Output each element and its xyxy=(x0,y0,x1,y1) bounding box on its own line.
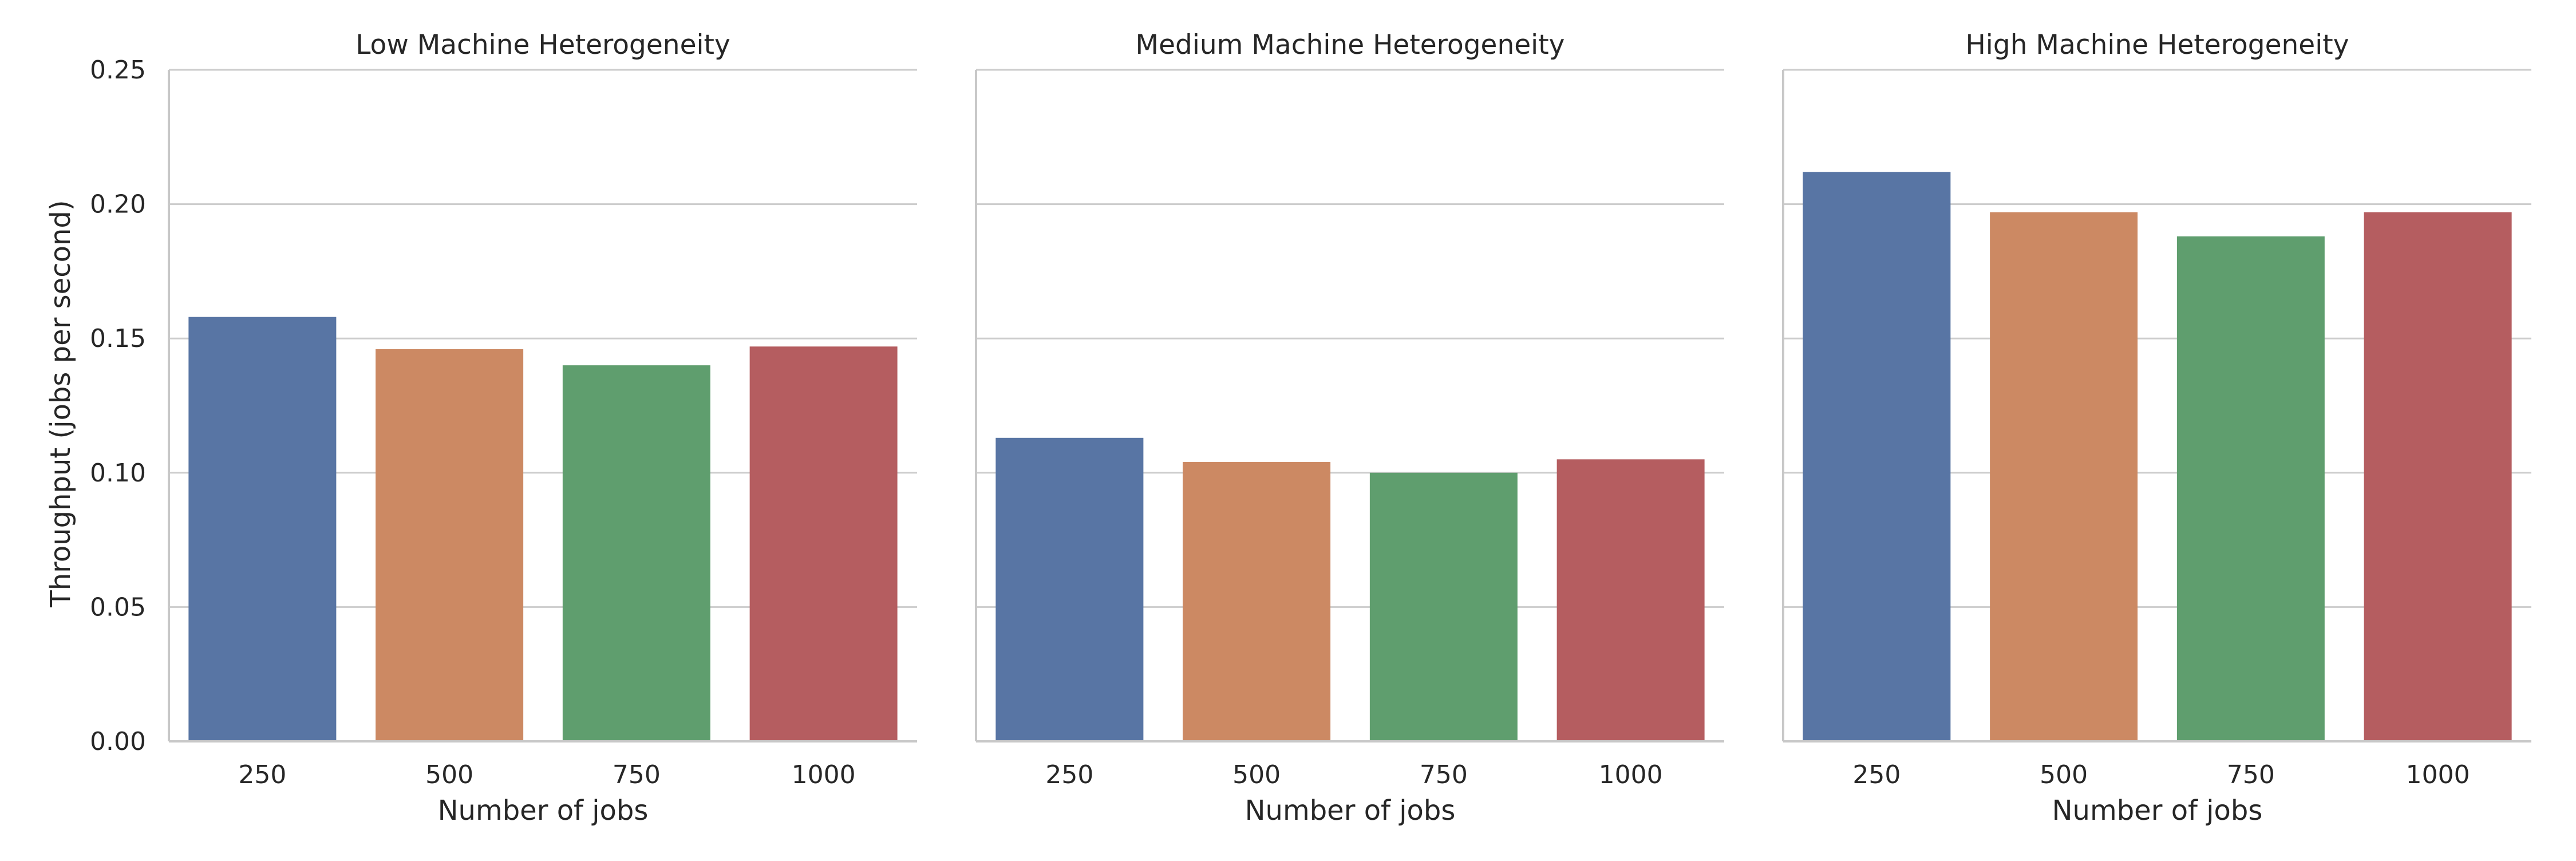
bar-250 xyxy=(188,317,337,741)
bar-750 xyxy=(1369,472,1518,741)
panel-title: Medium Machine Heterogeneity xyxy=(1136,29,1565,61)
bar-500 xyxy=(1183,462,1331,741)
panel-2: 250 500 750 1000 Medium Machine Heterogeneit… xyxy=(975,29,1724,827)
y-tick-label: 0.10 xyxy=(90,459,146,488)
x-tick-label: 1000 xyxy=(792,760,856,789)
y-axis-label: Throughput (jobs per second) xyxy=(45,200,77,607)
bar-750 xyxy=(2176,236,2325,741)
bar-250 xyxy=(995,437,1144,741)
x-tick-label: 1000 xyxy=(1599,760,1663,789)
x-tick-label: 250 xyxy=(1852,760,1901,789)
panel-title: Low Machine Heterogeneity xyxy=(355,29,730,61)
panel-3: 250 500 750 1000 High Machine Heterogeneity N… xyxy=(1782,29,2531,827)
bar-500 xyxy=(1990,212,2138,741)
x-tick-label: 1000 xyxy=(2406,760,2470,789)
panel-title: High Machine Heterogeneity xyxy=(1965,29,2349,61)
bar-750 xyxy=(562,365,710,741)
x-tick-label: 750 xyxy=(613,760,661,789)
bar-250 xyxy=(1803,172,1951,741)
x-tick-label: 500 xyxy=(2040,760,2088,789)
x-axis-label: Number of jobs xyxy=(2052,795,2263,827)
panel-1: 250 500 750 1000 Low Machine Heterogeneity Nu… xyxy=(168,29,917,827)
x-tick-label: 750 xyxy=(2227,760,2275,789)
x-axis-label: Number of jobs xyxy=(1245,795,1456,827)
bar-500 xyxy=(376,349,524,741)
x-axis-label: Number of jobs xyxy=(438,795,649,827)
y-tick-label: 0.15 xyxy=(90,324,146,353)
y-tick-label: 0.05 xyxy=(90,593,146,622)
x-tick-label: 250 xyxy=(238,760,286,789)
x-tick-label: 500 xyxy=(1232,760,1281,789)
bar-1000 xyxy=(1556,459,1705,741)
x-tick-label: 500 xyxy=(425,760,473,789)
bar-1000 xyxy=(2364,212,2512,741)
y-tick-label: 0.20 xyxy=(90,190,146,219)
y-tick-label: 0.00 xyxy=(90,727,146,756)
x-tick-label: 250 xyxy=(1045,760,1093,789)
y-tick-label: 0.25 xyxy=(90,56,146,85)
bar-1000 xyxy=(749,346,898,741)
x-tick-label: 750 xyxy=(1420,760,1468,789)
